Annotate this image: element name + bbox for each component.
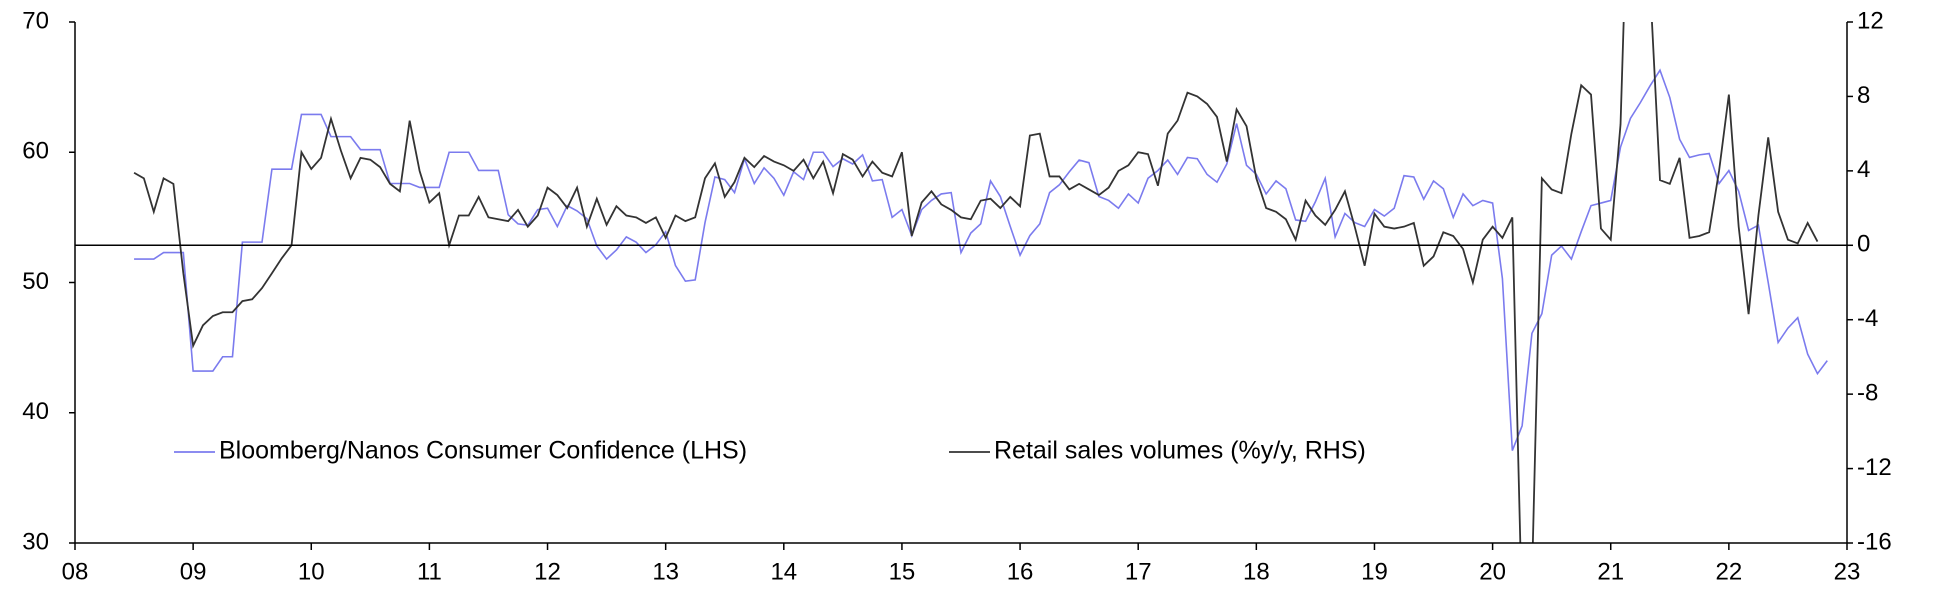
y-tick-label: 40 [22,398,49,425]
x-tick-label: 12 [534,558,561,585]
x-tick-label: 10 [298,558,325,585]
x-tick-label: 16 [1007,558,1034,585]
y2-tick-label: -16 [1857,528,1892,555]
x-tick-label: 15 [889,558,916,585]
x-tick-label: 17 [1125,558,1152,585]
x-tick-label: 23 [1834,558,1861,585]
y2-tick-label: 4 [1857,156,1870,183]
series-line [133,22,1819,543]
legend-label: Retail sales volumes (%y/y, RHS) [994,437,1366,465]
y2-tick-label: 8 [1857,82,1870,109]
x-tick-label: 21 [1597,558,1624,585]
x-tick-label: 09 [180,558,207,585]
x-tick-label: 19 [1361,558,1388,585]
x-tick-label: 14 [770,558,797,585]
y-tick-label: 30 [22,528,49,555]
y2-tick-label: 12 [1857,7,1884,34]
x-tick-label: 18 [1243,558,1270,585]
x-tick-label: 08 [62,558,89,585]
y-tick-label: 70 [22,7,49,34]
y-tick-label: 60 [22,138,49,165]
x-tick-label: 13 [652,558,679,585]
plot-area [133,22,1828,543]
y2-tick-label: -8 [1857,379,1878,406]
y-tick-label: 50 [22,268,49,295]
legend-label: Bloomberg/Nanos Consumer Confidence (LHS… [219,437,747,465]
x-tick-label: 22 [1716,558,1743,585]
x-tick-label: 11 [417,558,442,585]
series-line [134,68,1828,451]
y2-tick-label: 0 [1857,231,1870,258]
x-tick-label: 20 [1479,558,1506,585]
y2-tick-label: -4 [1857,305,1878,332]
y2-tick-label: -12 [1857,454,1892,481]
